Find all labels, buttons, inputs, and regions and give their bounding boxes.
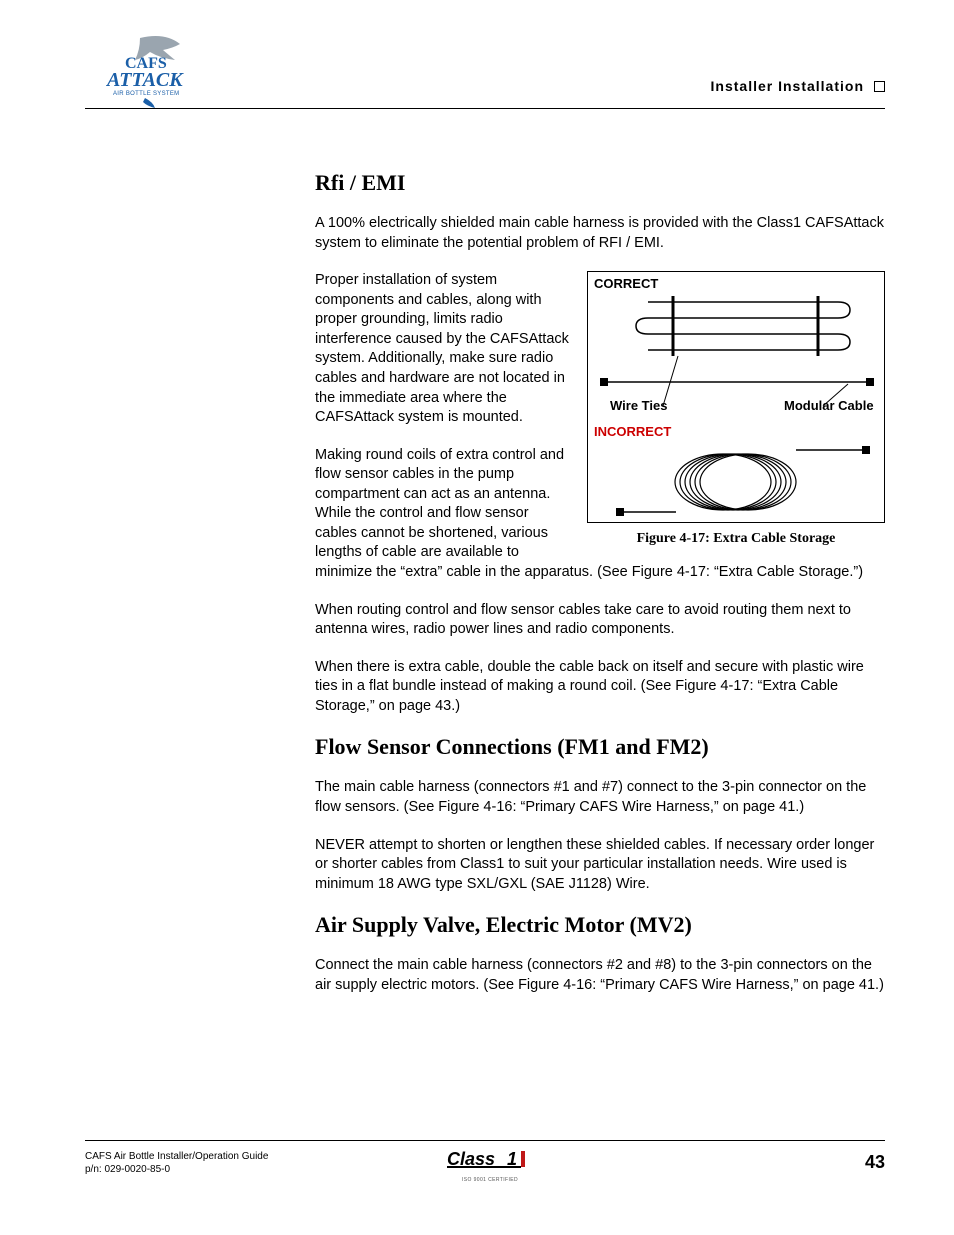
paragraph: When there is extra cable, double the ca…: [315, 658, 885, 717]
paragraph: When routing control and flow sensor cab…: [315, 601, 885, 640]
figure-label-incorrect: INCORRECT: [594, 424, 671, 439]
heading-air-supply: Air Supply Valve, Electric Motor (MV2): [315, 912, 885, 938]
paragraph: Connect the main cable harness (connecto…: [315, 956, 885, 995]
footer-doc-info: CAFS Air Bottle Installer/Operation Guid…: [85, 1150, 268, 1176]
cafs-attack-logo: CAFS ATTACK AIR BOTTLE SYSTEM: [85, 30, 215, 110]
paragraph: NEVER attempt to shorten or lengthen the…: [315, 836, 885, 895]
svg-text:AIR BOTTLE SYSTEM: AIR BOTTLE SYSTEM: [113, 91, 179, 97]
class1-logo: Class 1 ISO 9001 CERTIFIED: [445, 1148, 535, 1183]
paragraph: A 100% electrically shielded main cable …: [315, 214, 885, 253]
figure-caption: Figure 4-17: Extra Cable Storage: [587, 531, 885, 547]
svg-text:ATTACK: ATTACK: [105, 69, 184, 91]
page-number: 43: [865, 1152, 885, 1173]
figure-label-modcable: Modular Cable: [784, 398, 874, 413]
figure-label-wireties: Wire Ties: [610, 398, 667, 413]
heading-rfi-emi: Rfi / EMI: [315, 170, 885, 196]
figure-4-17: CORRECT: [587, 271, 885, 547]
header-section-label: Installer Installation: [711, 78, 885, 94]
paragraph: The main cable harness (connectors #1 an…: [315, 778, 885, 817]
footer-rule: [85, 1140, 885, 1141]
heading-flow-sensor: Flow Sensor Connections (FM1 and FM2): [315, 734, 885, 760]
header-rule: [85, 108, 885, 109]
